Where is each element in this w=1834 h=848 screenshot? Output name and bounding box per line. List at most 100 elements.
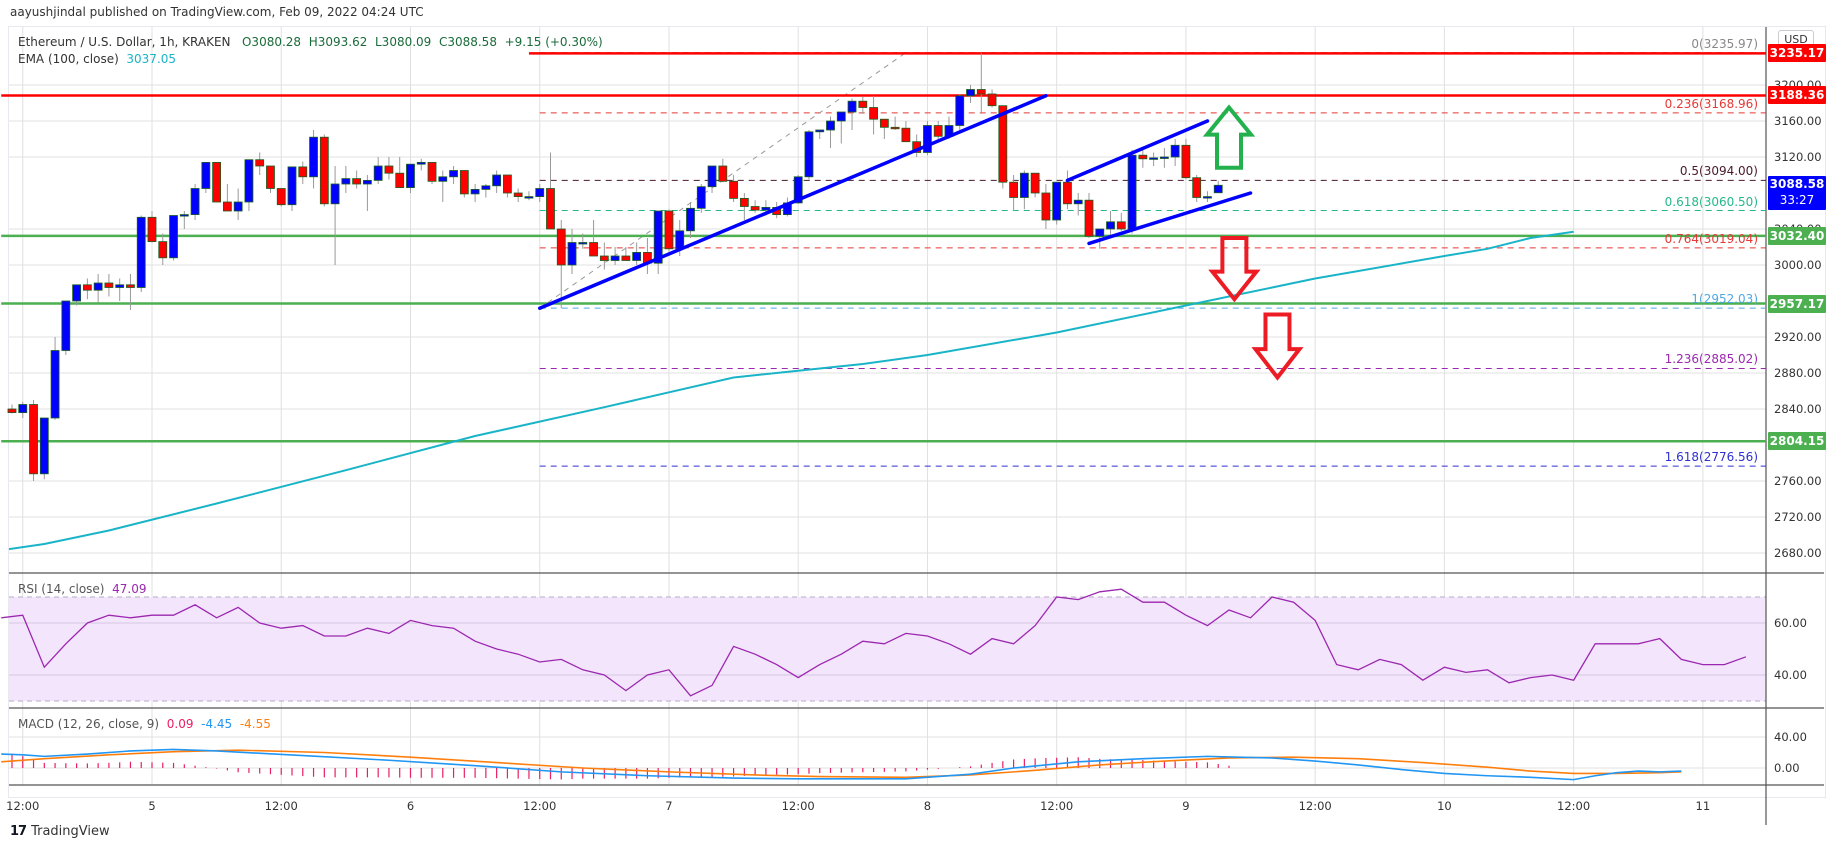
tradingview-mark-icon: 17 (10, 824, 27, 839)
price-level-tag: 2804.15 (1768, 432, 1826, 451)
candle-down (158, 241, 168, 259)
fib-level-label: 1.618(2776.56) (1664, 450, 1758, 465)
candle-up (1106, 221, 1115, 230)
candle-down (901, 127, 911, 143)
candle-down (1084, 199, 1094, 237)
candle-up (836, 111, 846, 122)
candle-down (976, 89, 986, 95)
candle-up (610, 255, 620, 261)
candle-up (686, 207, 695, 232)
rsi-label: RSI (14, close) (18, 582, 105, 596)
fib-level-label: 0.618(3060.50) (1664, 194, 1758, 209)
candle-up (567, 242, 577, 266)
price-axis-label: 2760.00 (1774, 474, 1822, 488)
candle-down (222, 201, 232, 212)
candle-down (739, 197, 749, 207)
ema-legend-row[interactable]: EMA (100, close) 3037.05 (18, 51, 603, 68)
time-axis-label: 8 (924, 799, 931, 813)
ohlc-change: +9.15 (+0.30%) (504, 35, 603, 49)
candle-down (1030, 172, 1040, 194)
publisher-credit: aayushjindal published on TradingView.co… (10, 5, 424, 19)
last-price: 3088.58 (1769, 177, 1825, 192)
candle-down (29, 404, 38, 475)
candle-up (61, 300, 71, 351)
candle-up (309, 136, 318, 178)
candle-up (1159, 156, 1169, 159)
candle-down (513, 192, 523, 197)
time-axis-label: 12:00 (1557, 799, 1590, 813)
time-axis-label: 12:00 (1040, 799, 1073, 813)
candle-down (599, 255, 609, 261)
candle-down (664, 210, 674, 250)
candle-up (1073, 199, 1083, 205)
candle-down (858, 100, 868, 108)
candle-down (212, 161, 222, 203)
candle-up (1019, 172, 1029, 198)
candle-down (879, 118, 889, 128)
macd-signal-value: -4.55 (239, 717, 271, 731)
candle-down (1181, 144, 1191, 179)
arrow-down-icon (1208, 236, 1261, 303)
macd-legend[interactable]: MACD (12, 26, close, 9) 0.09 -4.45 -4.55 (18, 717, 271, 731)
candle-up (438, 176, 448, 182)
candle-up (923, 125, 932, 153)
candle-down (556, 228, 566, 266)
candle-up (287, 166, 297, 206)
candle-up (632, 251, 642, 261)
symbol-title[interactable]: Ethereum / U.S. Dollar, 1h, KRAKEN (18, 35, 231, 49)
fib-level-label: 0.764(3019.04) (1664, 231, 1758, 246)
candle-down (987, 93, 997, 107)
candle-down (147, 216, 157, 243)
candle-down (890, 126, 900, 130)
rsi-legend[interactable]: RSI (14, close) 47.09 (18, 582, 146, 596)
candle-up (93, 282, 103, 291)
tradingview-logo[interactable]: 17 TradingView (10, 824, 110, 839)
candle-down (384, 165, 394, 174)
time-axis-label: 6 (407, 799, 414, 813)
last-price-tag: 3088.58 33:27 (1768, 176, 1826, 211)
candle-up (815, 129, 825, 133)
candle-up (481, 185, 491, 190)
candle-down (621, 255, 631, 261)
main-legend: Ethereum / U.S. Dollar, 1h, KRAKEN O3080… (18, 34, 603, 68)
candle-up (492, 174, 502, 187)
price-level-tag: 3032.40 (1768, 226, 1826, 245)
candle-up (826, 120, 835, 131)
candle-up (190, 188, 200, 216)
candle-up (966, 89, 975, 97)
macd-label: MACD (12, 26, close, 9) (18, 717, 160, 731)
macd-line-value: -4.45 (201, 717, 233, 731)
candle-up (675, 230, 685, 250)
candle-down (729, 180, 738, 199)
candle-down (1138, 154, 1148, 160)
candle-up (1170, 144, 1180, 158)
candle-up (1095, 228, 1105, 237)
candle-up (707, 165, 717, 188)
candle-up (39, 417, 49, 475)
ema-value: 3037.05 (126, 52, 177, 66)
candle-up (18, 404, 28, 414)
candle-up (201, 161, 211, 189)
candle-up (136, 216, 146, 288)
ohlc-high: H3093.62 (308, 35, 368, 49)
candle-up (578, 242, 588, 245)
candle-down (998, 105, 1008, 183)
candle-up (373, 165, 383, 181)
fib-level-label: 0.5(3094.00) (1679, 164, 1758, 179)
time-axis-label: 12:00 (1299, 799, 1332, 813)
price-axis-label: 2840.00 (1774, 402, 1822, 416)
candle-up (449, 170, 458, 178)
candle-up (955, 95, 965, 126)
price-axis-label: 2720.00 (1774, 510, 1822, 524)
candle-down (298, 166, 308, 178)
time-axis-label: 9 (1182, 799, 1189, 813)
candle-down (869, 107, 878, 120)
fib-level-label: 0(3235.97) (1691, 36, 1758, 51)
macd-axis-label: 40.00 (1774, 730, 1807, 744)
fib-level-label: 1(2952.03) (1691, 292, 1758, 307)
rsi-axis-label: 40.00 (1774, 668, 1807, 682)
candle-up (341, 178, 351, 185)
candle-down (266, 165, 275, 189)
candle-up (1149, 157, 1159, 160)
